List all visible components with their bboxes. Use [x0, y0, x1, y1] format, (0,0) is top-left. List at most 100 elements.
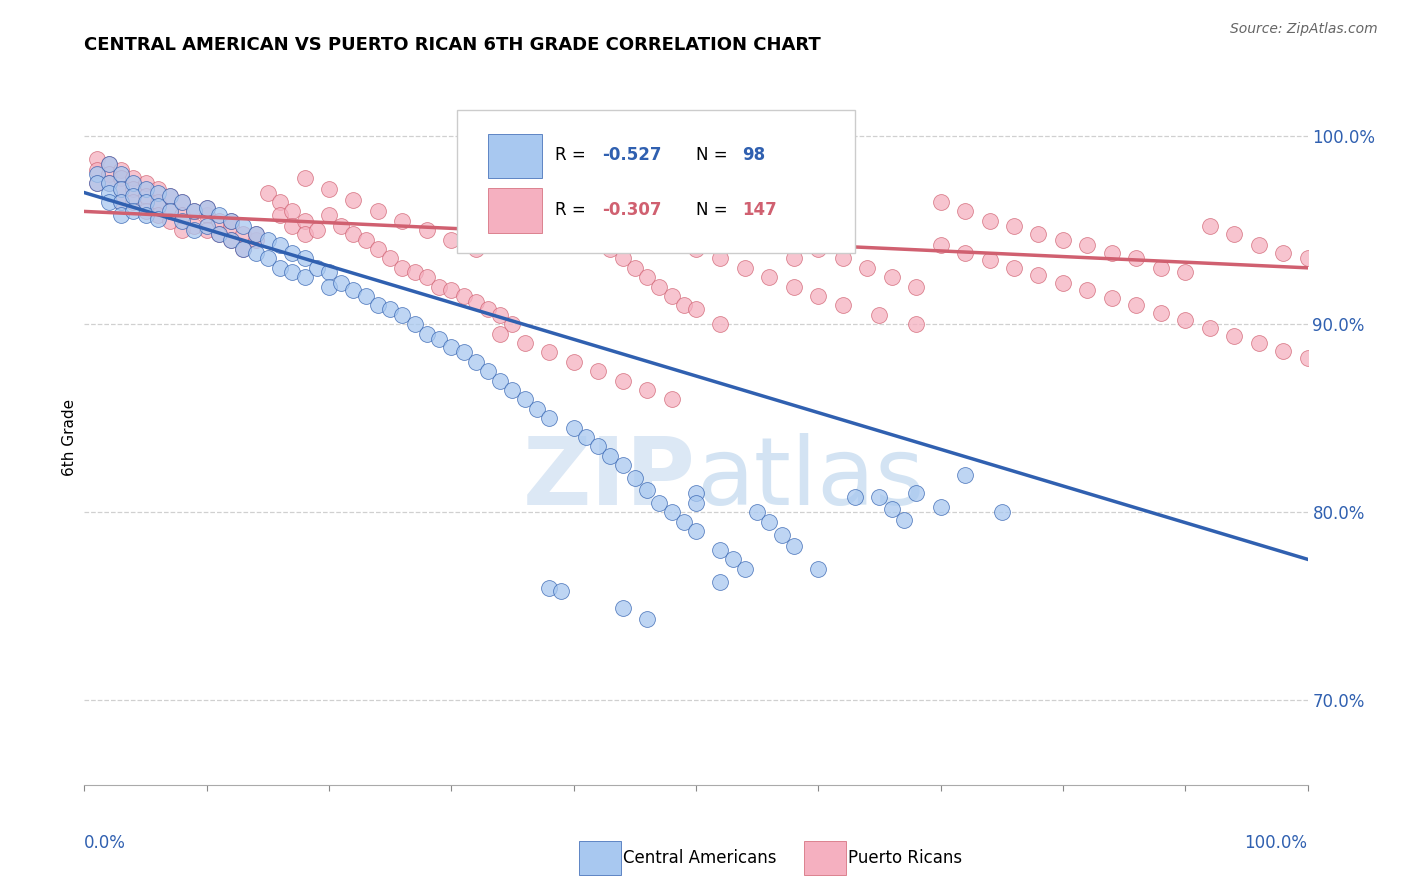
- Point: [86, 152, 108, 166]
- Point: [929, 194, 952, 209]
- Point: [427, 279, 450, 293]
- Point: [135, 182, 157, 196]
- Point: [1198, 321, 1220, 335]
- Point: [869, 308, 891, 322]
- Point: [208, 208, 231, 222]
- Point: [135, 176, 157, 190]
- FancyBboxPatch shape: [488, 188, 541, 233]
- Point: [1296, 252, 1319, 266]
- Point: [661, 392, 683, 407]
- Point: [281, 245, 304, 260]
- Point: [586, 233, 609, 247]
- Point: [159, 189, 181, 203]
- Point: [1223, 227, 1246, 241]
- Text: N =: N =: [696, 146, 733, 164]
- Point: [294, 270, 316, 285]
- Point: [318, 279, 340, 293]
- Point: [1125, 252, 1147, 266]
- Point: [734, 260, 756, 275]
- Point: [783, 279, 806, 293]
- Point: [110, 182, 132, 196]
- Point: [1247, 336, 1270, 351]
- Point: [195, 223, 218, 237]
- Point: [257, 186, 280, 200]
- Point: [464, 242, 486, 256]
- Point: [489, 374, 512, 388]
- Point: [734, 562, 756, 576]
- Point: [672, 298, 695, 312]
- FancyBboxPatch shape: [457, 110, 855, 252]
- Point: [599, 449, 621, 463]
- Point: [135, 208, 157, 222]
- Point: [575, 227, 598, 241]
- Point: [367, 242, 389, 256]
- Point: [612, 252, 634, 266]
- Point: [513, 186, 536, 200]
- Point: [661, 505, 683, 519]
- Point: [86, 176, 108, 190]
- Point: [391, 214, 413, 228]
- Point: [110, 163, 132, 178]
- Point: [318, 264, 340, 278]
- Point: [1198, 219, 1220, 234]
- Point: [953, 245, 976, 260]
- Point: [685, 486, 707, 500]
- Point: [404, 318, 426, 332]
- Point: [489, 326, 512, 341]
- Point: [502, 383, 524, 397]
- Point: [575, 430, 598, 444]
- Point: [245, 227, 267, 241]
- Point: [122, 204, 145, 219]
- Point: [929, 500, 952, 514]
- Point: [330, 219, 353, 234]
- Point: [110, 194, 132, 209]
- Point: [245, 233, 267, 247]
- Point: [1174, 264, 1197, 278]
- Point: [661, 289, 683, 303]
- Point: [97, 176, 120, 190]
- Point: [562, 355, 585, 369]
- Point: [550, 584, 572, 599]
- Point: [1101, 245, 1123, 260]
- Point: [195, 208, 218, 222]
- Point: [869, 490, 891, 504]
- Point: [440, 340, 463, 354]
- Point: [232, 219, 254, 234]
- Point: [1272, 245, 1295, 260]
- Text: 100.0%: 100.0%: [1244, 834, 1308, 852]
- Point: [612, 458, 634, 473]
- Point: [219, 219, 242, 234]
- Point: [219, 233, 242, 247]
- Point: [219, 214, 242, 228]
- Point: [1272, 343, 1295, 358]
- Point: [513, 392, 536, 407]
- Point: [453, 289, 475, 303]
- Point: [612, 374, 634, 388]
- Point: [86, 176, 108, 190]
- Point: [477, 302, 499, 317]
- Point: [758, 204, 780, 219]
- Point: [979, 253, 1001, 268]
- Point: [648, 496, 671, 510]
- Text: ZIP: ZIP: [523, 433, 696, 524]
- Point: [172, 208, 194, 222]
- Point: [367, 204, 389, 219]
- Point: [831, 298, 853, 312]
- Point: [624, 471, 647, 485]
- Point: [1296, 351, 1319, 365]
- Point: [232, 242, 254, 256]
- Point: [294, 227, 316, 241]
- Point: [330, 276, 353, 290]
- Point: [110, 167, 132, 181]
- Point: [342, 227, 364, 241]
- FancyBboxPatch shape: [488, 134, 541, 178]
- Point: [172, 194, 194, 209]
- Point: [208, 227, 231, 241]
- Point: [453, 345, 475, 359]
- Point: [257, 252, 280, 266]
- Point: [1052, 233, 1074, 247]
- Point: [709, 574, 731, 589]
- Point: [636, 270, 658, 285]
- Point: [208, 227, 231, 241]
- Text: Puerto Ricans: Puerto Ricans: [848, 849, 962, 867]
